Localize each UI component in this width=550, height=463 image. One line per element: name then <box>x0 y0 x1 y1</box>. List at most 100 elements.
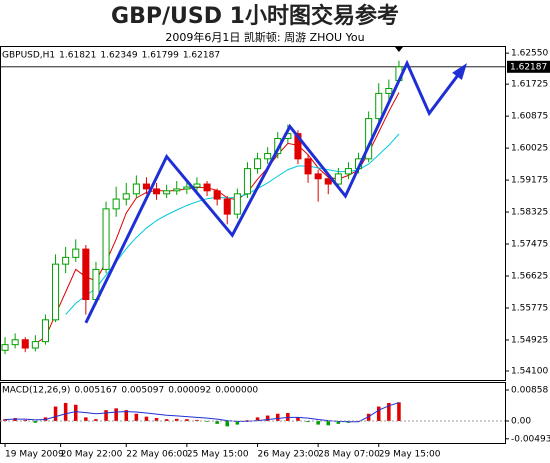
current-price-label: 1.62187 <box>510 62 547 72</box>
macd-panel-frame <box>0 382 506 444</box>
x-tick-label: 25 May 15:00 <box>187 450 249 460</box>
macd-bar <box>174 418 179 421</box>
moving-average <box>65 133 400 315</box>
macd-header-value: 0.000092 <box>168 386 211 396</box>
candle-body <box>304 158 312 175</box>
candle-body <box>183 186 191 190</box>
y-tick-label: 1.57475 <box>511 240 548 250</box>
candle-body <box>243 168 251 195</box>
price-header: GBPUSD,H1 <box>2 51 55 61</box>
candle-body <box>264 153 272 160</box>
arrow-head <box>452 63 468 81</box>
macd-bar <box>114 408 118 421</box>
candle-body <box>294 133 302 160</box>
candle-body <box>132 183 140 195</box>
macd-bar <box>245 420 250 421</box>
candle-body <box>62 256 70 265</box>
y-tick-label: 1.56625 <box>511 272 548 282</box>
current-price-box <box>507 60 550 73</box>
candle-body <box>52 263 60 321</box>
y-tick-label: 1.60875 <box>511 112 548 122</box>
macd-header-value: 0.000000 <box>215 386 258 396</box>
macd-bar <box>53 406 58 421</box>
macd-bar <box>73 404 78 421</box>
candle-body <box>193 183 201 188</box>
macd-bar <box>185 419 189 421</box>
y-tick-label: 1.54925 <box>511 335 548 345</box>
candle-body <box>102 208 110 270</box>
x-tick-label: 29 May 15:00 <box>379 450 441 460</box>
candle-body <box>375 92 383 120</box>
y-tick-label: 1.61725 <box>511 80 548 90</box>
candle-body <box>334 173 342 185</box>
macd-bar <box>265 415 270 421</box>
candle-body <box>314 173 322 180</box>
y-tick-label: 1.62550 <box>511 49 548 59</box>
macd-bar <box>316 420 320 425</box>
macd-bar <box>3 419 7 421</box>
candle-body <box>213 190 221 200</box>
candle-body <box>153 188 161 195</box>
macd-bar <box>275 413 280 421</box>
macd-header: MACD(12,26,9) <box>2 386 70 396</box>
y-tick-label: 0.00858 <box>511 386 548 396</box>
price-header-value: 1.61799 <box>142 51 179 61</box>
macd-header-value: 0.005167 <box>74 386 117 396</box>
macd-bar <box>336 420 341 424</box>
last-bar-marker <box>394 47 403 52</box>
x-tick-label: 28 May 07:00 <box>318 450 380 460</box>
y-tick-label: -0.00493 <box>511 434 550 444</box>
x-tick-label: 26 May 23:00 <box>258 450 320 460</box>
macd-bar <box>387 402 391 421</box>
candle-body <box>173 188 181 192</box>
price-header-value: 1.62349 <box>100 51 137 61</box>
candle-body <box>142 183 150 190</box>
y-tick-label: 1.60025 <box>511 144 548 154</box>
chart-title: GBP/USD 1小时图交易参考 <box>111 3 399 29</box>
macd-bar <box>235 420 240 425</box>
macd-bar <box>296 417 300 421</box>
y-tick-label: 1.59175 <box>511 176 548 186</box>
macd-bar <box>366 413 371 421</box>
macd-bar <box>205 420 209 422</box>
macd-bar <box>225 420 230 427</box>
candle-body <box>11 339 19 346</box>
candle-body <box>122 193 130 200</box>
macd-bar <box>154 418 159 421</box>
x-tick-label: 22 May 06:00 <box>126 450 188 460</box>
candle-body <box>344 168 352 175</box>
macd-header-value: 0.005097 <box>121 386 164 396</box>
macd-bar <box>376 406 381 421</box>
candle-body <box>203 183 211 192</box>
candle-body <box>112 198 120 210</box>
candle-body <box>82 248 90 301</box>
macd-bar <box>63 402 68 421</box>
macd-bar <box>164 419 169 421</box>
y-tick-label: 1.55775 <box>511 303 548 313</box>
x-tick-label: 20 May 22:00 <box>61 450 123 460</box>
macd-bar <box>84 417 88 421</box>
candle-body <box>1 344 9 351</box>
candle-body <box>163 190 171 195</box>
chart-subtitle: 2009年6月1日 凯斯顿: 周游 ZHOU You <box>165 30 364 44</box>
candle-body <box>72 248 80 258</box>
y-tick-label: 1.54100 <box>511 366 548 376</box>
macd-bar <box>104 410 108 421</box>
candle-body <box>21 339 29 349</box>
macd-bar <box>134 413 139 421</box>
macd-bar <box>215 420 219 424</box>
macd-bar <box>94 419 98 421</box>
price-panel-frame <box>0 46 506 381</box>
y-tick-label: 1.58325 <box>511 208 548 218</box>
macd-bar <box>326 420 331 426</box>
candle-body <box>233 193 241 215</box>
macd-bar <box>195 419 199 421</box>
x-tick-label: 19 May 2009 <box>5 450 64 460</box>
candle-body <box>31 341 39 349</box>
price-header-value: 1.62187 <box>183 51 220 61</box>
price-header-value: 1.61821 <box>59 51 96 61</box>
candle-body <box>324 178 332 185</box>
macd-bar <box>255 417 260 421</box>
candle-body <box>223 198 231 215</box>
